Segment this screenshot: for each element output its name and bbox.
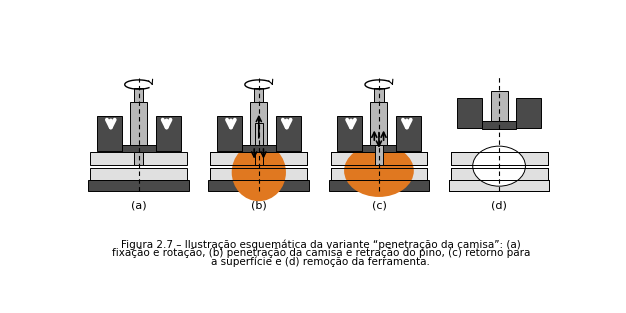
Bar <box>121 145 156 152</box>
Text: (d): (d) <box>491 200 507 210</box>
Text: (c): (c) <box>371 200 386 210</box>
Bar <box>242 145 276 152</box>
Ellipse shape <box>232 143 286 201</box>
Bar <box>331 152 428 165</box>
Bar <box>130 102 147 145</box>
Bar <box>362 145 396 152</box>
Text: a superfície e (d) remoção da ferramenta.: a superfície e (d) remoção da ferramenta… <box>212 256 430 267</box>
Bar <box>331 152 428 165</box>
Bar <box>451 168 548 180</box>
Bar <box>210 152 307 165</box>
Bar <box>156 116 180 151</box>
Bar <box>451 152 548 165</box>
Bar <box>134 88 143 102</box>
Bar <box>451 152 548 165</box>
Bar <box>374 88 384 102</box>
Bar <box>337 116 362 151</box>
Bar <box>250 102 267 145</box>
Bar <box>491 91 508 121</box>
Bar <box>375 145 383 165</box>
Bar <box>134 152 143 165</box>
Bar <box>451 168 548 180</box>
Bar <box>516 98 541 128</box>
Bar <box>88 180 189 191</box>
Bar <box>482 121 516 129</box>
Ellipse shape <box>344 145 414 197</box>
Bar <box>449 180 550 191</box>
Bar <box>255 123 263 145</box>
Bar <box>449 180 550 191</box>
Bar <box>255 152 263 165</box>
Bar <box>90 152 187 165</box>
Text: (b): (b) <box>251 200 267 210</box>
Bar <box>276 116 300 151</box>
Bar <box>210 168 307 180</box>
Bar <box>210 168 307 180</box>
Bar <box>457 98 482 128</box>
Bar <box>217 116 242 151</box>
Bar <box>371 102 387 145</box>
Bar <box>97 116 121 151</box>
Text: fixação e rotação, (b) penetração da camisa e retração do pino, (c) retorno para: fixação e rotação, (b) penetração da cam… <box>111 248 530 258</box>
Bar <box>331 168 428 180</box>
Bar <box>331 168 428 180</box>
Bar <box>329 180 429 191</box>
Text: Figura 2.7 – Ilustração esquemática da variante “penetração da camisa”: (a): Figura 2.7 – Ilustração esquemática da v… <box>121 239 521 250</box>
Bar <box>208 180 309 191</box>
Bar <box>90 168 187 180</box>
Bar <box>396 116 421 151</box>
Ellipse shape <box>473 146 525 186</box>
Bar <box>210 152 307 165</box>
Text: (a): (a) <box>131 200 146 210</box>
Bar <box>254 88 264 102</box>
